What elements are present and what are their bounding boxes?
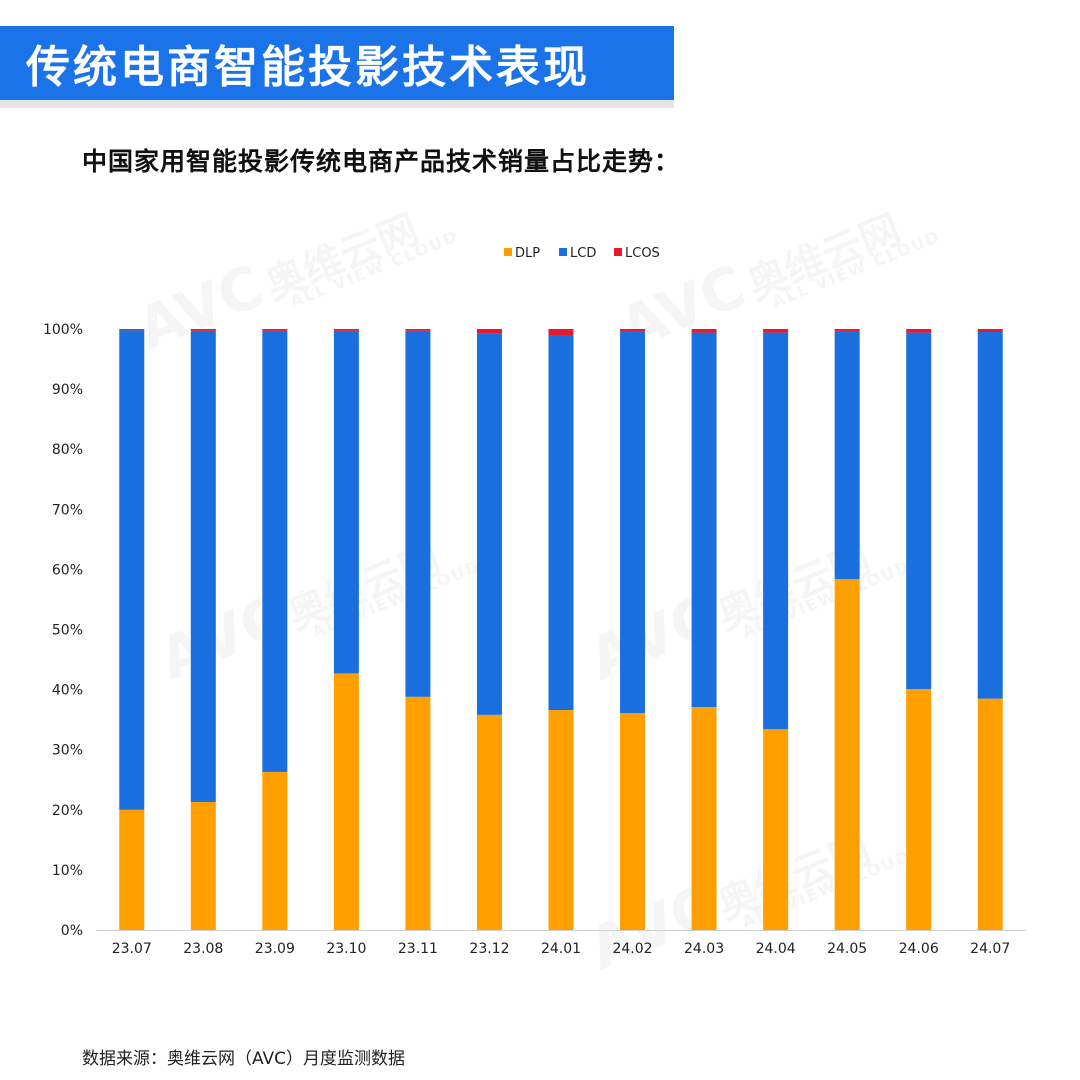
bar-lcd (190, 330, 216, 802)
bar-lcd (620, 331, 646, 714)
bar-dlp (405, 696, 431, 930)
y-tick-label: 10% (52, 863, 83, 879)
x-tick-label: 23.07 (112, 941, 152, 957)
bar-lcos (476, 329, 502, 334)
chart-subtitle: 中国家用智能投影传统电商产品技术销量占比走势： (82, 147, 681, 176)
y-tick-label: 50% (52, 623, 83, 639)
bar-lcd (405, 330, 431, 697)
x-tick-label: 23.08 (183, 941, 223, 957)
bar-dlp (906, 688, 932, 930)
bar-dlp (620, 713, 646, 930)
bar-lcd (906, 332, 932, 689)
legend-swatch-lcd (559, 248, 567, 256)
x-tick-label: 23.09 (255, 941, 295, 957)
legend-label-lcd: LCD (570, 246, 596, 261)
bar-lcd (262, 330, 288, 772)
bar-lcos (977, 329, 1003, 333)
bar-dlp (119, 809, 145, 930)
data-source-footer: 数据来源：奥维云网（AVC）月度监测数据 (82, 1049, 406, 1069)
bar-lcd (333, 330, 359, 674)
bar-lcd (691, 332, 717, 708)
bar-lcos (405, 329, 431, 331)
bar-lcd (834, 331, 860, 580)
bar-dlp (262, 771, 288, 930)
bar-lcos (691, 329, 717, 333)
y-tick-label: 20% (52, 803, 83, 819)
y-tick-label: 30% (52, 743, 83, 759)
bar-lcd (119, 330, 145, 810)
bar-lcos (548, 329, 574, 336)
y-tick-label: 60% (52, 562, 83, 578)
bar-dlp (977, 698, 1003, 930)
y-tick-label: 90% (52, 382, 83, 398)
x-tick-label: 23.12 (469, 941, 509, 957)
x-tick-label: 24.02 (612, 941, 652, 957)
x-tick-label: 24.06 (899, 941, 939, 957)
bar-lcd (476, 333, 502, 715)
bar-lcos (620, 329, 646, 332)
page-title: 传统电商智能投影技术表现 (26, 42, 590, 93)
bar-dlp (763, 729, 789, 930)
x-tick-label: 23.11 (398, 941, 438, 957)
legend-swatch-dlp (504, 248, 512, 256)
bar-lcos (906, 329, 932, 333)
y-tick-label: 100% (43, 322, 83, 338)
legend-label-dlp: DLP (515, 246, 540, 261)
y-tick-label: 80% (52, 442, 83, 458)
legend-label-lcos: LCOS (625, 246, 660, 261)
bar-lcos (333, 329, 359, 331)
title-banner: 传统电商智能投影技术表现 (0, 26, 674, 100)
x-tick-label: 24.05 (827, 941, 867, 957)
y-tick-label: 70% (52, 502, 83, 518)
x-tick-label: 24.04 (756, 941, 796, 957)
bar-lcos (119, 329, 145, 331)
bar-lcos (763, 329, 789, 333)
x-tick-label: 23.10 (326, 941, 366, 957)
bar-dlp (691, 707, 717, 930)
bar-lcos (190, 329, 216, 331)
bar-lcos (262, 329, 288, 331)
y-tick-label: 0% (61, 923, 83, 939)
bar-lcd (977, 332, 1003, 699)
banner-shadow (0, 100, 674, 108)
x-tick-label: 24.07 (970, 941, 1010, 957)
bar-dlp (476, 714, 502, 930)
bar-dlp (548, 710, 574, 930)
y-tick-label: 40% (52, 683, 83, 699)
legend-swatch-lcos (614, 248, 622, 256)
bar-dlp (190, 801, 216, 930)
bar-dlp (834, 579, 860, 930)
bar-lcd (548, 335, 574, 711)
bar-dlp (333, 673, 359, 930)
x-tick-label: 24.01 (541, 941, 581, 957)
bar-lcos (834, 329, 860, 332)
bar-lcd (763, 332, 789, 730)
x-tick-label: 24.03 (684, 941, 724, 957)
